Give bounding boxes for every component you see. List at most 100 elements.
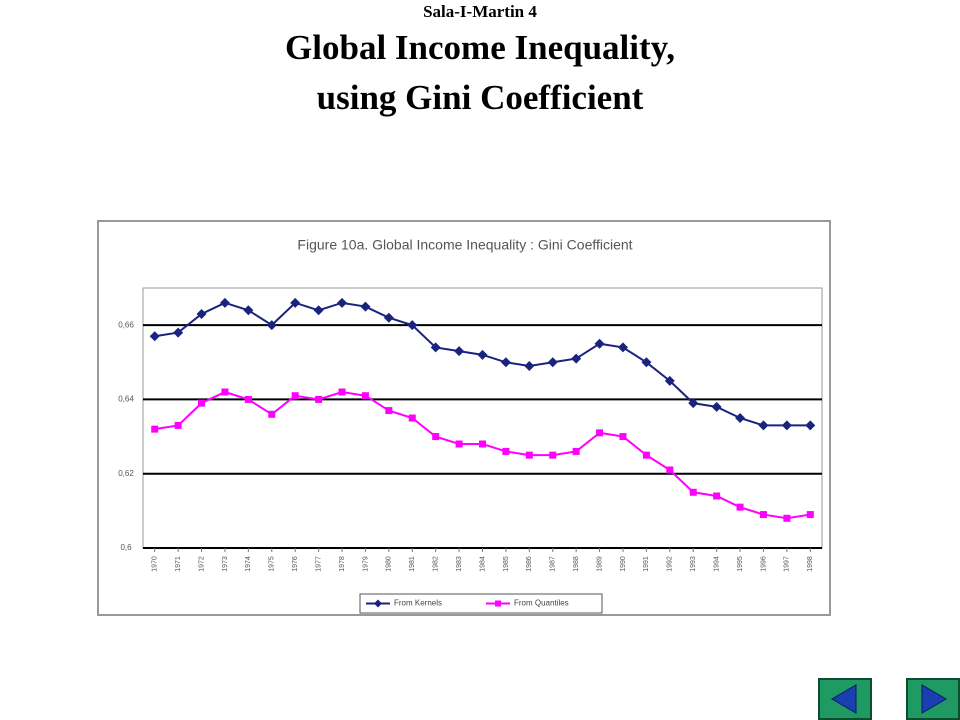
data-point xyxy=(385,407,393,415)
data-point xyxy=(806,511,814,519)
x-tick-label: 1979 xyxy=(362,556,369,572)
x-tick-label: 1977 xyxy=(315,556,322,572)
data-point xyxy=(477,349,488,360)
data-point xyxy=(479,440,486,448)
data-point xyxy=(151,425,159,433)
legend-box xyxy=(359,593,603,614)
data-point xyxy=(594,338,605,349)
data-point xyxy=(502,447,510,455)
x-tick-label: 1978 xyxy=(339,556,346,572)
x-tick-label: 1993 xyxy=(690,556,697,572)
data-point xyxy=(664,375,675,386)
data-point xyxy=(524,361,535,371)
y-tick-label: 0,64 xyxy=(118,395,134,404)
x-tick-label: 1991 xyxy=(643,556,650,572)
x-tick-label: 1988 xyxy=(573,556,580,572)
x-tick-label: 1980 xyxy=(386,556,393,572)
slide-title: Global Income Inequality, xyxy=(285,28,675,67)
data-point xyxy=(243,305,254,316)
x-tick-label: 1992 xyxy=(667,556,674,572)
x-tick-label: 1970 xyxy=(152,556,159,572)
data-point xyxy=(736,503,744,511)
data-point xyxy=(619,433,627,441)
data-point xyxy=(337,297,348,308)
x-tick-label: 1982 xyxy=(433,556,440,572)
data-point xyxy=(196,309,207,319)
data-point xyxy=(432,433,440,441)
x-tick-label: 1976 xyxy=(292,556,299,572)
data-point xyxy=(781,420,792,431)
data-point xyxy=(500,357,511,368)
x-tick-label: 1987 xyxy=(550,556,557,572)
data-point xyxy=(689,488,697,496)
next-button[interactable] xyxy=(906,678,960,720)
data-point xyxy=(549,451,557,459)
slide-title: using Gini Coefficient xyxy=(316,78,644,117)
x-tick-label: 1990 xyxy=(620,556,627,572)
x-tick-label: 1972 xyxy=(198,556,205,572)
data-point xyxy=(547,357,558,368)
data-point xyxy=(641,357,652,368)
data-point xyxy=(735,413,746,423)
data-point xyxy=(571,353,582,364)
x-tick-label: 1971 xyxy=(175,556,182,572)
data-point xyxy=(711,401,722,412)
slide-author: Sala-I-Martin 4 xyxy=(423,2,537,21)
data-point xyxy=(361,392,369,400)
data-point xyxy=(173,327,184,338)
x-tick-label: 1989 xyxy=(596,556,603,572)
x-tick-label: 1997 xyxy=(784,556,791,572)
data-point xyxy=(268,410,276,418)
data-point xyxy=(783,514,791,522)
data-point xyxy=(198,399,206,407)
data-point xyxy=(642,451,650,459)
data-point xyxy=(174,421,182,429)
data-point xyxy=(430,342,441,353)
data-point xyxy=(149,331,160,342)
x-tick-label: 1995 xyxy=(737,556,744,572)
legend-marker xyxy=(495,600,501,607)
data-point xyxy=(315,395,323,403)
x-tick-label: 1981 xyxy=(409,556,416,572)
x-tick-label: 1974 xyxy=(245,556,252,572)
prev-icon xyxy=(831,684,857,714)
y-tick-label: 0,6 xyxy=(120,543,132,552)
data-point xyxy=(313,305,324,316)
x-tick-label: 1985 xyxy=(503,556,510,572)
data-point xyxy=(572,447,580,455)
x-tick-label: 1983 xyxy=(456,556,463,572)
x-tick-label: 1986 xyxy=(526,556,533,572)
data-point xyxy=(688,398,699,409)
data-point xyxy=(221,388,229,396)
data-point xyxy=(596,429,604,437)
legend-marker xyxy=(374,599,382,608)
data-point xyxy=(617,342,628,353)
data-point xyxy=(266,320,277,331)
data-point xyxy=(525,451,533,459)
legend-label: From Kernels xyxy=(394,599,442,608)
prev-button[interactable] xyxy=(818,678,872,720)
data-point xyxy=(713,492,721,500)
x-tick-label: 1984 xyxy=(479,556,486,572)
data-point xyxy=(454,346,465,357)
x-tick-label: 1973 xyxy=(222,556,229,572)
data-point xyxy=(455,440,463,448)
data-point xyxy=(338,388,346,396)
data-point xyxy=(383,312,394,323)
data-point xyxy=(666,466,674,474)
data-point xyxy=(290,297,301,308)
data-point xyxy=(244,395,252,403)
x-tick-label: 1998 xyxy=(807,556,814,572)
data-point xyxy=(219,297,230,308)
data-point xyxy=(291,392,299,400)
data-point xyxy=(408,414,416,422)
data-point xyxy=(758,420,769,431)
next-icon xyxy=(921,684,947,714)
data-point xyxy=(805,420,816,431)
data-point xyxy=(407,320,418,331)
y-tick-label: 0,62 xyxy=(118,469,134,478)
data-point xyxy=(360,301,371,312)
x-tick-label: 1975 xyxy=(269,556,276,572)
